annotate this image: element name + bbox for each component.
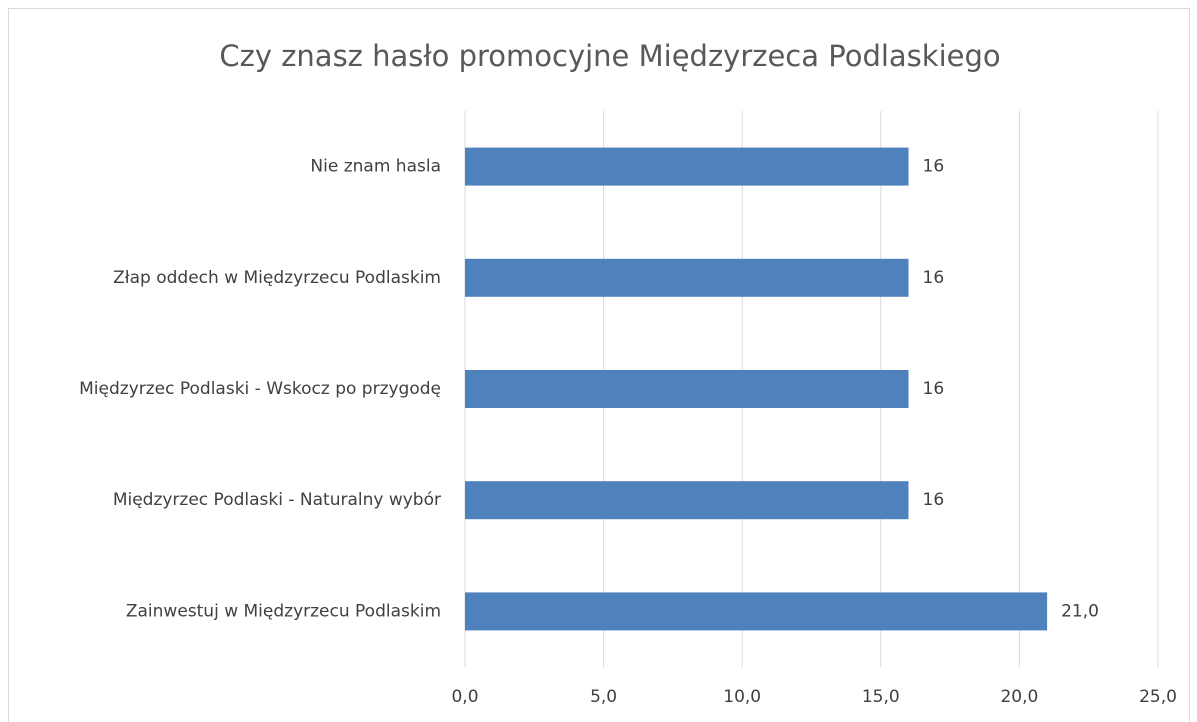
bar: [465, 370, 909, 408]
y-tick-label: Zainwestuj w Międzyrzecu Podlaskim: [126, 601, 441, 621]
x-tick-label: 10,0: [723, 687, 761, 707]
x-tick-label: 20,0: [1000, 687, 1038, 707]
value-label: 16: [923, 490, 945, 510]
x-tick-label: 0,0: [451, 687, 478, 707]
bar: [465, 481, 909, 520]
value-label: 21,0: [1061, 601, 1099, 621]
bar: [465, 258, 909, 297]
value-label: 16: [923, 379, 945, 399]
y-tick-label: Międzyrzec Podlaski - Naturalny wybór: [113, 490, 441, 510]
y-tick-label: Nie znam hasla: [310, 157, 441, 177]
x-tick-label: 25,0: [1139, 687, 1177, 707]
chart-title: Czy znasz hasło promocyjne Międzyrzeca P…: [219, 39, 1000, 73]
y-tick-label: Międzyrzec Podlaski - Wskocz po przygodę: [79, 379, 441, 399]
value-label: 16: [923, 268, 945, 288]
value-label: 16: [923, 157, 945, 177]
x-tick-label: 15,0: [862, 687, 900, 707]
y-tick-label: Złap oddech w Międzyrzecu Podlaskim: [113, 268, 441, 288]
bar: [465, 592, 1048, 631]
x-tick-label: 5,0: [590, 687, 617, 707]
bar: [465, 147, 909, 186]
